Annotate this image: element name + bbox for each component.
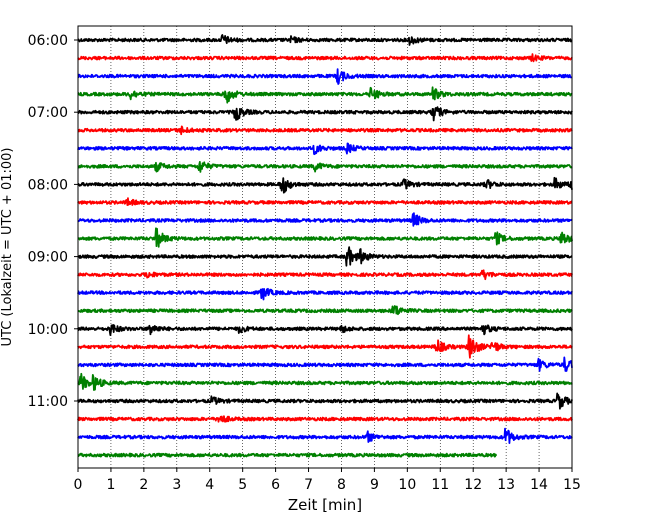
x-axis-ticks: 0 1 2 3 4 5 6 7 8 9 10 11 12 13 14 15 xyxy=(74,468,581,493)
trace-08:15 xyxy=(77,197,573,207)
trace-10:30 xyxy=(77,356,573,372)
x-tick-label-9: 9 xyxy=(370,477,379,493)
trace-09:45 xyxy=(77,305,573,316)
y-tick-label-08:00: 08:00 xyxy=(28,177,68,193)
x-tick-label-3: 3 xyxy=(172,477,181,493)
x-tick-label-12: 12 xyxy=(464,477,482,493)
x-tick-label-10: 10 xyxy=(398,477,416,493)
x-tick-label-13: 13 xyxy=(497,477,515,493)
y-tick-label-10:00: 10:00 xyxy=(28,322,68,338)
trace-09:00 xyxy=(77,246,573,267)
trace-11:30 xyxy=(77,427,573,445)
x-tick-label-8: 8 xyxy=(337,477,346,493)
trace-09:30 xyxy=(77,287,573,301)
y-tick-label-11:00: 11:00 xyxy=(28,394,68,410)
x-tick-label-11: 11 xyxy=(431,477,449,493)
x-tick-label-14: 14 xyxy=(530,477,548,493)
trace-10:15 xyxy=(77,334,573,359)
trace-07:30 xyxy=(77,142,573,156)
x-tick-label-2: 2 xyxy=(139,477,148,493)
plot-area-frame xyxy=(77,25,573,469)
trace-08:30 xyxy=(77,212,573,227)
x-tick-label-1: 1 xyxy=(106,477,115,493)
x-axis-label: Zeit [min] xyxy=(288,496,362,514)
trace-06:15 xyxy=(77,53,573,63)
trace-06:00 xyxy=(77,34,573,46)
trace-07:45 xyxy=(77,161,573,173)
y-tick-label-09:00: 09:00 xyxy=(28,250,68,266)
trace-08:45 xyxy=(77,227,573,248)
trace-07:15 xyxy=(77,125,573,136)
trace-11:45 xyxy=(77,452,498,458)
x-tick-label-6: 6 xyxy=(271,477,280,493)
y-tick-label-07:00: 07:00 xyxy=(28,105,68,121)
x-tick-label-5: 5 xyxy=(238,477,247,493)
y-axis-label: UTC (Lokalzeit = UTC + 01:00) xyxy=(0,148,15,347)
trace-09:15 xyxy=(77,269,573,281)
trace-08:00 xyxy=(77,176,573,194)
y-axis-ticks: 06:00 07:00 08:00 09:00 10:00 11:00 xyxy=(28,33,78,410)
x-tick-label-15: 15 xyxy=(563,477,581,493)
trace-11:15 xyxy=(77,415,573,423)
trace-06:30 xyxy=(77,68,573,85)
trace-11:00 xyxy=(77,392,573,410)
trace-10:00 xyxy=(77,324,573,336)
trace-series xyxy=(77,34,573,458)
x-tick-label-4: 4 xyxy=(205,477,214,493)
trace-10:45 xyxy=(77,372,573,391)
x-tick-label-0: 0 xyxy=(74,477,83,493)
x-tick-label-7: 7 xyxy=(304,477,313,493)
trace-07:00 xyxy=(77,106,573,122)
trace-06:45 xyxy=(77,86,573,104)
y-tick-label-06:00: 06:00 xyxy=(28,33,68,49)
